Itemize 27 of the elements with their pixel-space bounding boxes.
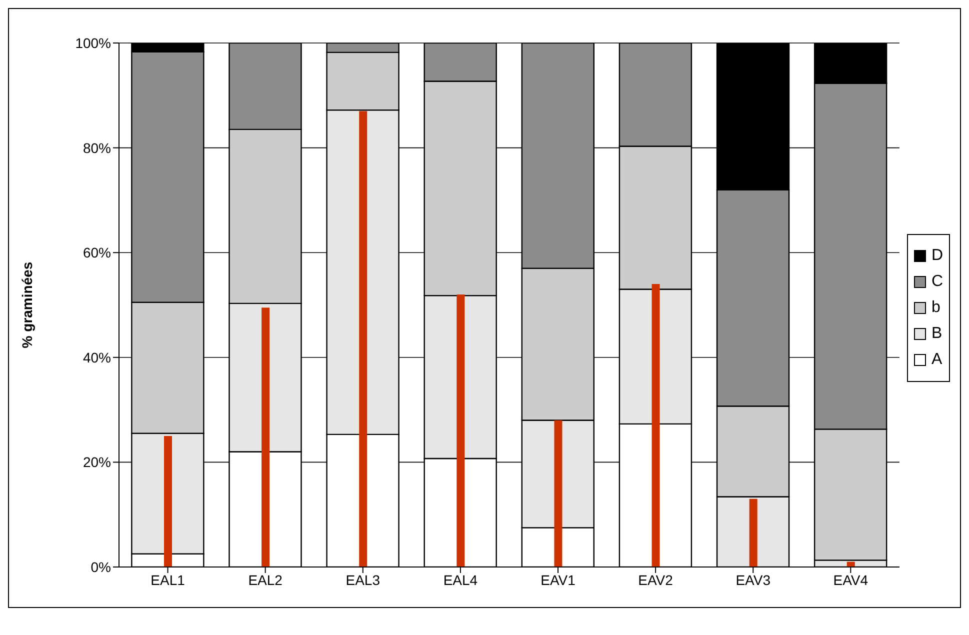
x-tick-label: EAV1 [540, 572, 576, 588]
y-tick-label: 20% [82, 454, 111, 470]
y-tick-label: 80% [82, 140, 111, 156]
x-tick-label: EAV4 [833, 572, 868, 588]
y-tick-label: 100% [75, 34, 111, 51]
y-tick-label: 60% [82, 244, 111, 261]
legend-label: D [931, 247, 943, 265]
x-tick-label: EAL3 [346, 572, 380, 588]
bar [749, 498, 758, 567]
legend-label: B [931, 325, 942, 343]
bar [456, 294, 465, 567]
legend-label: b [931, 299, 940, 317]
bar [164, 436, 172, 567]
y-tick-label: 40% [82, 349, 111, 366]
bar [262, 308, 270, 567]
y-axis-title: % graminées [18, 262, 35, 348]
x-tick-label: EAV3 [736, 572, 771, 588]
bar [359, 111, 368, 567]
y-tick-label: 0% [90, 558, 111, 575]
bar [652, 284, 660, 567]
x-tick-label: EAV2 [638, 572, 674, 588]
legend-label: A [931, 351, 942, 369]
legend-label: C [931, 273, 943, 291]
x-tick-label: EAL2 [248, 572, 283, 588]
x-tick-label: EAL1 [150, 572, 186, 588]
bar [554, 420, 562, 567]
x-tick-label: EAL4 [443, 572, 478, 588]
